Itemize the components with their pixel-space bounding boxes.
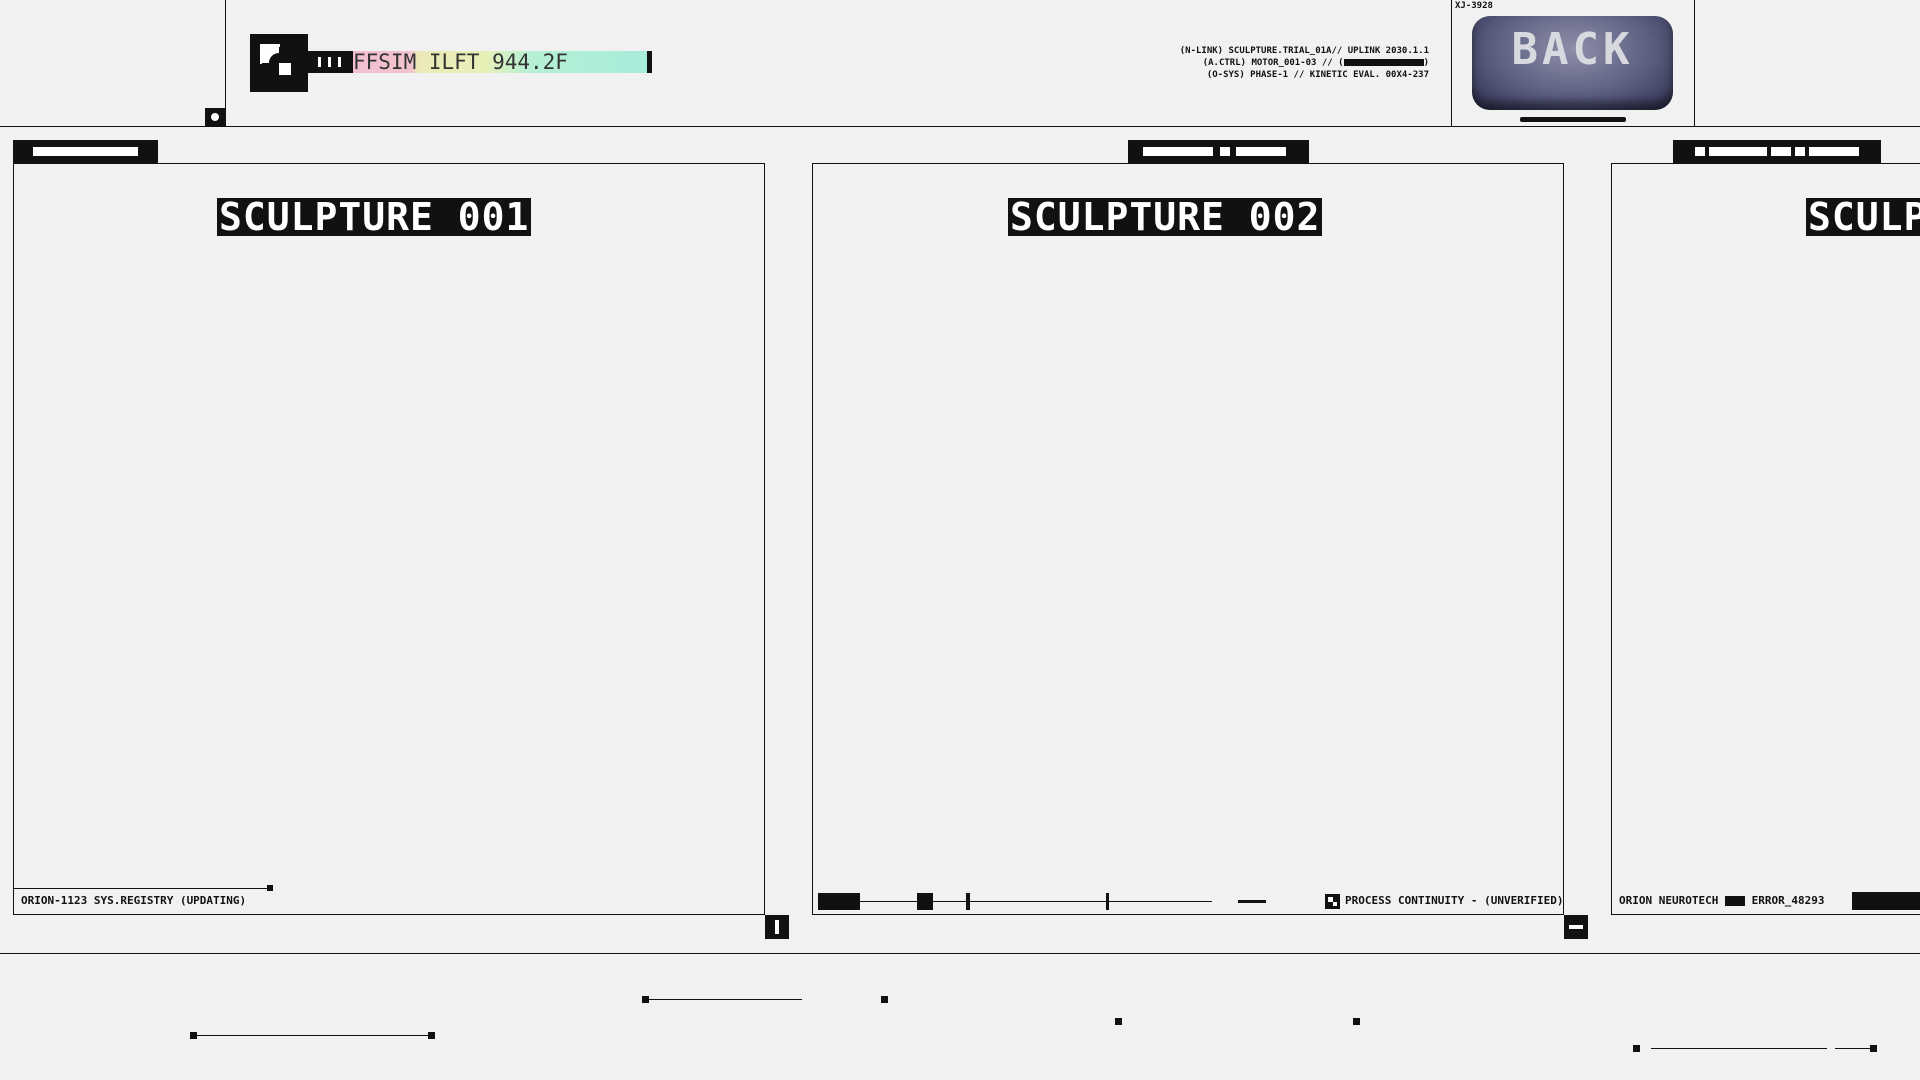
button-shadow <box>1520 117 1626 122</box>
divider <box>225 0 226 126</box>
back-button[interactable]: BACK <box>1472 16 1673 110</box>
dot <box>428 1032 435 1039</box>
card-title: SCULPTURE 001 <box>217 195 532 239</box>
card-footer: PROCESS CONTINUITY - (UNVERIFIED) <box>1345 894 1564 907</box>
card-icon[interactable] <box>765 915 789 939</box>
dot <box>267 885 273 891</box>
dot <box>1870 1045 1877 1052</box>
card[interactable] <box>13 163 765 915</box>
bottom-line <box>0 953 1920 954</box>
card-footer: ORION-1123 SYS.REGISTRY (UPDATING) <box>21 894 247 907</box>
dot <box>1353 1018 1360 1025</box>
divider <box>1694 0 1695 126</box>
card-tab <box>1673 140 1881 163</box>
card-title: SCULPTURE 003 <box>1806 198 1920 236</box>
info-line: (N-LINK) SCULPTURE.TRIAL_01A// UPLINK 20… <box>1179 46 1429 56</box>
progress-tick <box>1106 893 1109 910</box>
dot <box>1633 1045 1640 1052</box>
progress-tick <box>966 893 970 910</box>
progress-line <box>860 901 1212 902</box>
status-icon <box>1325 894 1340 909</box>
progress-block <box>917 893 933 910</box>
logo-text: FFSIM ILFT 944.2F <box>353 51 647 73</box>
deco-line <box>1651 1048 1827 1049</box>
deco-line <box>645 999 802 1000</box>
footer-block <box>1852 892 1920 910</box>
dot <box>190 1032 197 1039</box>
card-title: SCULPTURE 002 <box>1008 195 1323 239</box>
dot <box>642 996 649 1003</box>
divider <box>1451 0 1452 126</box>
logo <box>250 34 308 92</box>
dot <box>1115 1018 1122 1025</box>
info-block: (N-LINK) SCULPTURE.TRIAL_01A// UPLINK 20… <box>1180 45 1429 81</box>
card-footer: ORION NEUROTECH ERROR_48293 <box>1619 894 1824 907</box>
progress-block <box>818 893 860 910</box>
card-icon[interactable] <box>1564 915 1588 939</box>
card-tab <box>1128 140 1309 163</box>
marker <box>205 108 225 126</box>
deco-line <box>1835 1048 1873 1049</box>
dot <box>881 996 888 1003</box>
cursor <box>647 51 652 73</box>
header-line <box>0 126 1920 127</box>
footer-text: ERROR_48293 <box>1751 894 1825 907</box>
deco-line <box>193 1035 431 1036</box>
card[interactable] <box>1611 163 1920 915</box>
card[interactable] <box>812 163 1564 915</box>
info-line: (O-SYS) PHASE-1 // KINETIC EVAL. 00X4-23… <box>1206 70 1429 80</box>
progress-dash <box>1238 900 1266 903</box>
footer-text: ORION NEUROTECH <box>1619 894 1719 907</box>
card-tab <box>13 140 158 163</box>
info-line: (A.CTRL) MOTOR_001-03 // () <box>1202 58 1429 68</box>
footer-line <box>13 888 270 889</box>
panel-id: XJ-3928 <box>1455 1 1493 11</box>
logo-bars <box>308 51 353 73</box>
